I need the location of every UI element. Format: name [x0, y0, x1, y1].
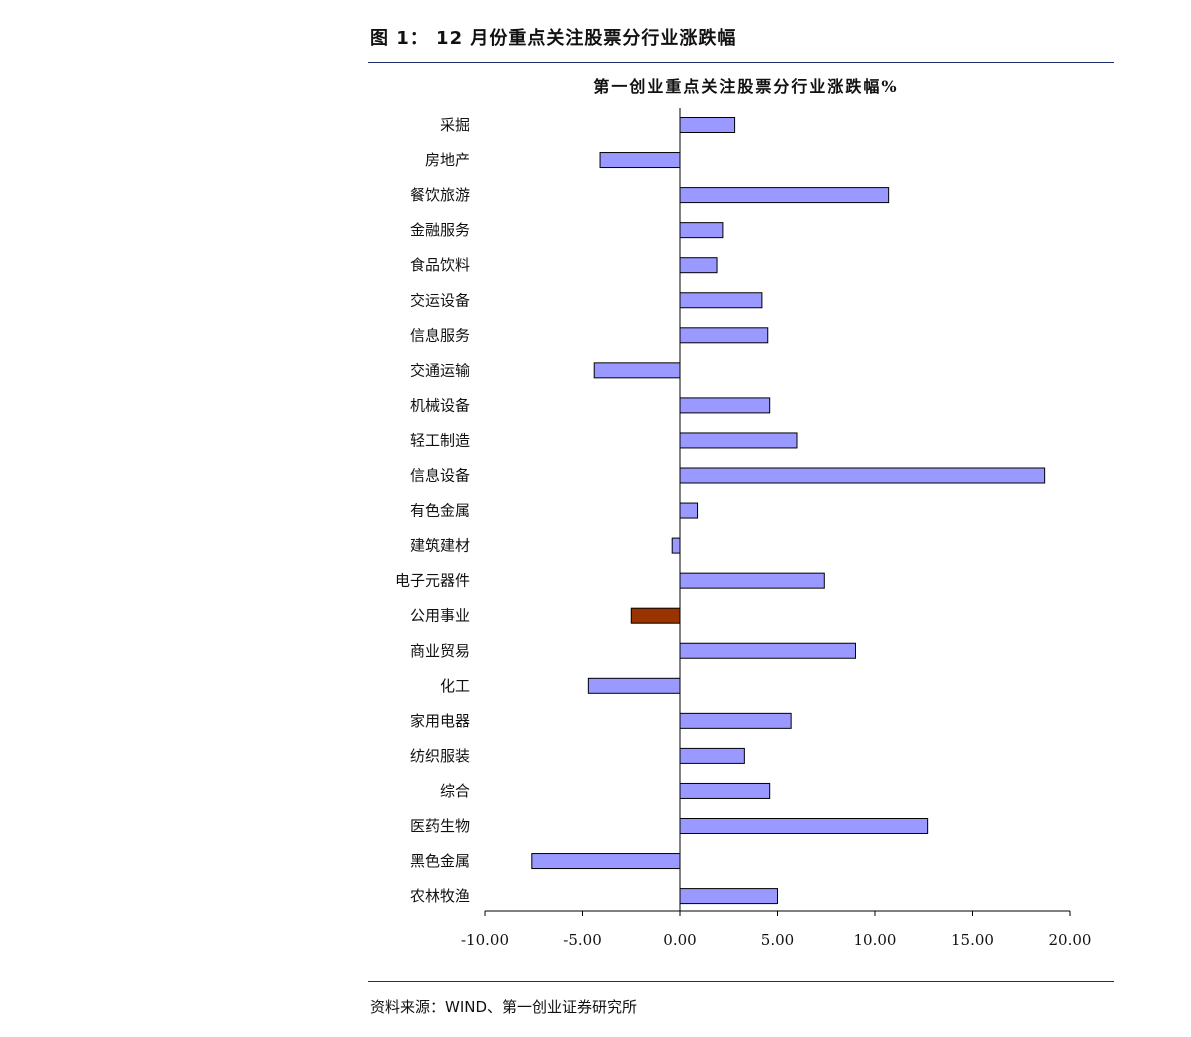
bar-20 [679, 818, 929, 834]
bar-14 [630, 607, 681, 624]
x-tick-label-2: 0.00 [663, 931, 696, 949]
top-rule [368, 62, 1114, 63]
bar-9 [679, 432, 798, 449]
source-note: 资料来源：WIND、第一创业证券研究所 [370, 998, 638, 1016]
bar-10 [679, 467, 1046, 484]
category-label-10: 信息设备 [410, 467, 470, 485]
bar-21 [531, 853, 681, 870]
bar-5 [679, 292, 763, 309]
category-label-5: 交运设备 [410, 291, 470, 309]
category-labels: 采掘房地产餐饮旅游金融服务食品饮料交运设备信息服务交通运输机械设备轻工制造信息设… [395, 116, 470, 905]
bar-0 [679, 117, 736, 133]
category-label-9: 轻工制造 [410, 431, 470, 449]
bar-18 [679, 747, 745, 764]
category-label-8: 机械设备 [410, 396, 470, 414]
x-axis: -10.00 -5.00 0.00 5.00 10.00 15.00 20.00 [461, 108, 1091, 949]
bar-2 [679, 187, 890, 204]
bars-layer [531, 117, 1046, 905]
bar-22 [679, 888, 778, 905]
bar-8 [679, 397, 771, 414]
category-label-6: 信息服务 [410, 326, 470, 344]
category-label-11: 有色金属 [410, 502, 470, 520]
category-label-12: 建筑建材 [410, 537, 470, 555]
category-label-19: 综合 [440, 782, 470, 800]
bar-15 [679, 642, 856, 659]
category-label-17: 家用电器 [410, 712, 470, 730]
category-label-3: 金融服务 [410, 221, 470, 239]
x-tick-label-1: -5.00 [563, 931, 601, 949]
figure-caption: 图 1： 12 月份重点关注股票分行业涨跌幅 [370, 28, 737, 49]
x-tick-label-3: 5.00 [761, 931, 794, 949]
category-label-18: 纺织服装 [410, 747, 470, 765]
bar-16 [587, 677, 681, 694]
x-tick-label-0: -10.00 [461, 931, 509, 949]
category-label-21: 黑色金属 [410, 852, 470, 870]
bar-13 [679, 572, 825, 589]
bar-3 [679, 222, 724, 239]
category-label-14: 公用事业 [410, 607, 470, 625]
category-label-15: 商业贸易 [410, 642, 470, 660]
category-label-7: 交通运输 [410, 361, 470, 379]
bar-4 [679, 257, 718, 274]
x-tick-label-4: 10.00 [854, 931, 897, 949]
bar-6 [679, 327, 769, 344]
category-label-2: 餐饮旅游 [410, 186, 470, 204]
x-tick-label-6: 20.00 [1049, 931, 1092, 949]
category-label-16: 化工 [440, 677, 470, 695]
x-tick-label-5: 15.00 [951, 931, 994, 949]
category-label-1: 房地产 [425, 151, 470, 169]
category-label-20: 医药生物 [410, 817, 470, 835]
bar-7 [593, 362, 681, 379]
category-label-4: 食品饮料 [410, 256, 470, 274]
bar-11 [679, 502, 699, 519]
category-label-22: 农林牧渔 [410, 887, 470, 905]
category-label-13: 电子元器件 [395, 572, 470, 590]
bar-17 [679, 712, 792, 729]
category-label-0: 采掘 [440, 116, 470, 134]
bar-19 [679, 782, 771, 799]
bar-12 [671, 537, 681, 554]
bottom-rule [368, 981, 1114, 982]
chart-title: 第一创业重点关注股票分行业涨跌幅% [593, 77, 898, 96]
bar-1 [599, 152, 681, 169]
